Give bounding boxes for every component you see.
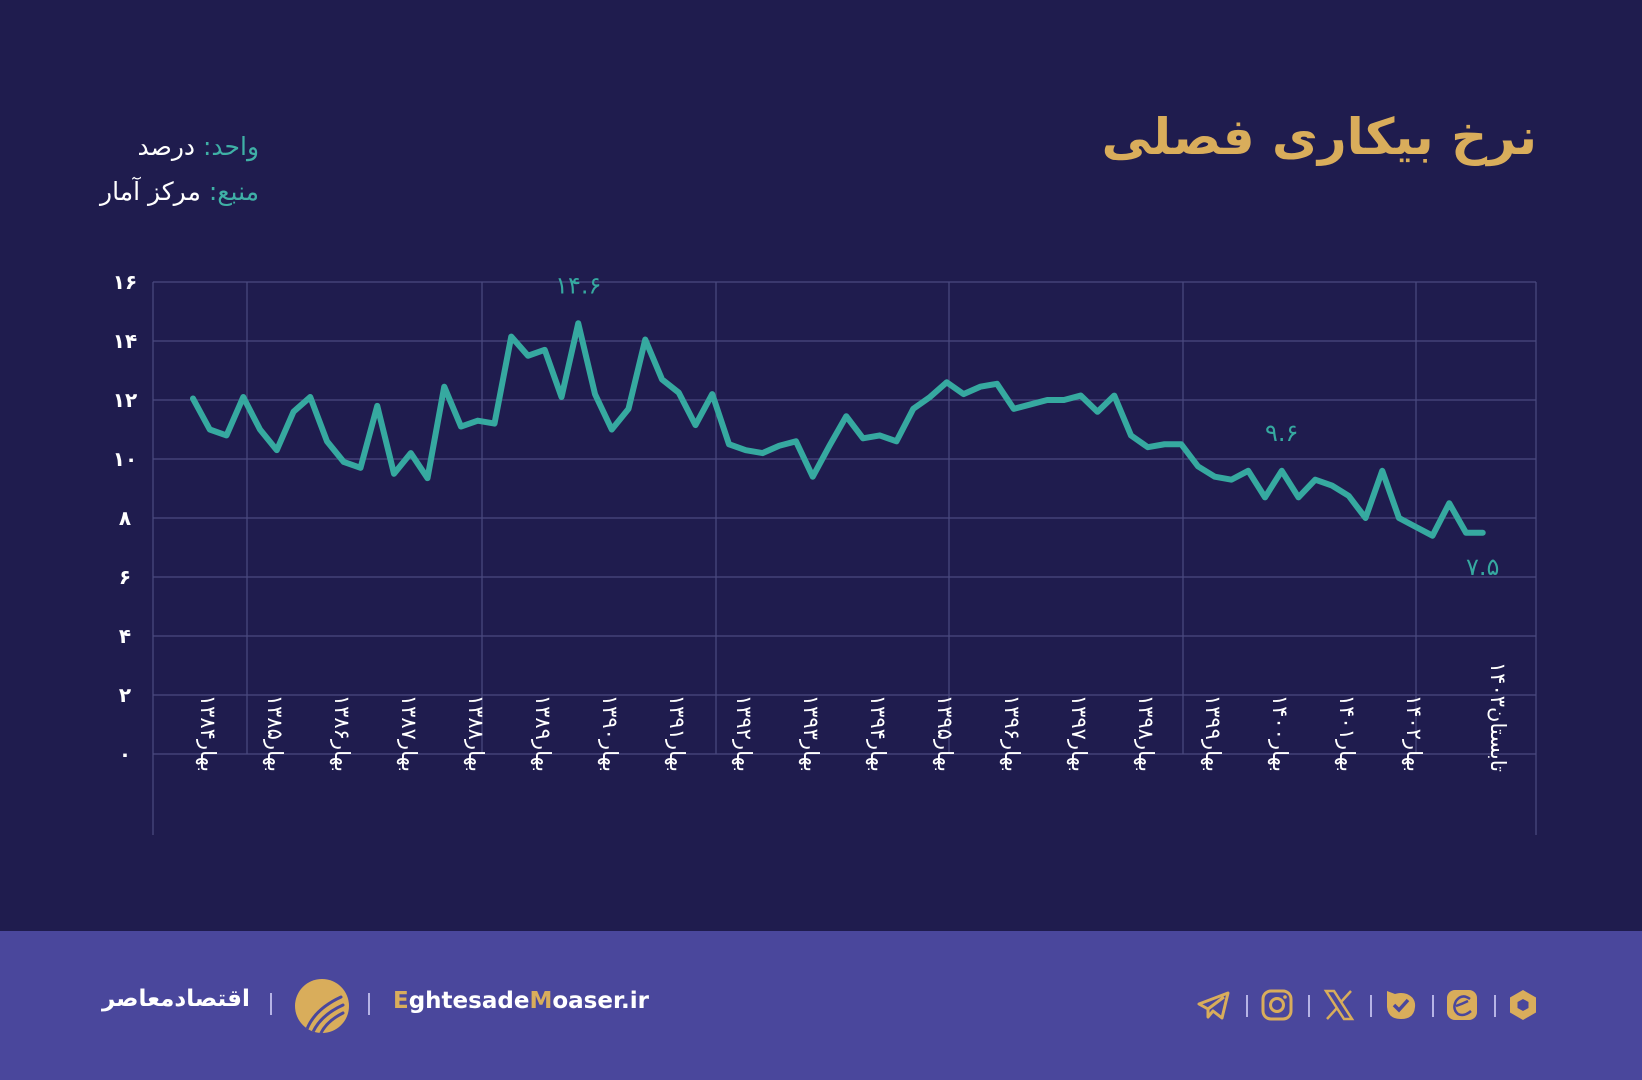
- x-tick-label: بهار۱۳۹۲: [732, 695, 756, 772]
- x-tick-label: بهار۱۳۸۵: [263, 695, 287, 772]
- x-tick-label: بهار۱۳۸۶: [330, 695, 354, 772]
- site-part: oaser.ir: [552, 988, 649, 1014]
- brand-logo-icon: [295, 979, 349, 1033]
- source-value: مرکز آمار: [100, 177, 201, 206]
- y-tick-label: ۱۰: [113, 447, 137, 471]
- divider: [1494, 995, 1496, 1017]
- site-part: ghtesade: [408, 988, 530, 1014]
- site-letter-m: M: [529, 988, 553, 1014]
- source-key: منبع:: [208, 177, 260, 206]
- x-tick-label: بهار۱۳۹۹: [1201, 695, 1225, 772]
- x-tick-label: تابستان۱۴۰۳: [1486, 662, 1510, 772]
- brand-name: اقتصادمعاصر: [102, 986, 250, 1012]
- data-label: ۱۴.۶: [555, 271, 601, 299]
- x-tick-label: بهار۱۳۹۰: [598, 695, 622, 772]
- source-line: منبع: مرکز آمار: [100, 169, 259, 214]
- bale-icon[interactable]: [1383, 987, 1419, 1023]
- line-chart: ۰ ۲ ۴ ۶ ۸ ۱۰ ۱۲ ۱۴ ۱۶ ۱۴.۶ ۹.۶ ۷.۵ بهار۱۳۸۴ بهار۱۳۸۵ ب…: [113, 270, 1537, 835]
- data-label: ۹.۶: [1265, 419, 1298, 447]
- divider: [270, 993, 272, 1015]
- y-tick-label: ۱۴: [113, 329, 137, 353]
- chart-meta: واحد: درصد منبع: مرکز آمار: [100, 124, 259, 214]
- footer: اقتصادمعاصر EghtesadeMoaser.ir: [0, 931, 1642, 1080]
- x-tick-label: بهار۱۴۰۲: [1402, 695, 1426, 772]
- divider: [1432, 995, 1434, 1017]
- x-tick-label: بهار۱۳۹۵: [933, 695, 957, 772]
- x-tick-label: بهار۱۳۹۴: [866, 695, 890, 772]
- data-label: ۷.۵: [1466, 553, 1499, 581]
- telegram-icon[interactable]: [1196, 987, 1232, 1023]
- x-tick-label: بهار۱۳۸۹: [531, 695, 555, 772]
- x-tick-label: بهار۱۳۹۶: [1000, 695, 1024, 772]
- y-tick-label: ۲: [119, 683, 131, 707]
- x-tick-label: بهار۱۳۹۳: [799, 695, 823, 772]
- unit-line: واحد: درصد: [100, 124, 259, 169]
- x-tick-label: بهار۱۳۹۱: [665, 695, 689, 772]
- series-line: [190, 320, 1486, 539]
- x-icon[interactable]: [1321, 987, 1357, 1023]
- y-tick-label: ۶: [119, 565, 131, 589]
- divider: [1308, 995, 1310, 1017]
- rubika-icon[interactable]: [1505, 987, 1541, 1023]
- unit-key: واحد:: [203, 132, 260, 161]
- instagram-icon[interactable]: [1259, 987, 1295, 1023]
- x-tick-label: بهار۱۳۸۷: [397, 695, 421, 772]
- y-tick-label: ۱۶: [113, 270, 137, 294]
- divider: [1370, 995, 1372, 1017]
- x-tick-label: بهار۱۴۰۰: [1268, 695, 1292, 772]
- x-tick-label: بهار۱۳۸۸: [464, 695, 488, 772]
- site-letter-e: E: [393, 988, 409, 1014]
- y-tick-label: ۴: [119, 624, 131, 648]
- y-tick-label: ۰: [119, 742, 131, 766]
- divider: [1246, 995, 1248, 1017]
- unit-value: درصد: [137, 132, 196, 161]
- x-tick-label: بهار۱۴۰۱: [1335, 695, 1359, 772]
- y-tick-label: ۱۲: [113, 388, 137, 412]
- x-tick-label: بهار۱۳۸۴: [196, 695, 220, 772]
- y-tick-label: ۸: [119, 506, 131, 530]
- divider: [368, 993, 370, 1015]
- eitaa-icon[interactable]: [1444, 987, 1480, 1023]
- x-tick-label: بهار۱۳۹۸: [1134, 695, 1158, 772]
- website-link[interactable]: EghtesadeMoaser.ir: [393, 988, 649, 1014]
- x-tick-label: بهار۱۳۹۷: [1067, 695, 1091, 772]
- chart-title: نرخ بیکاری فصلی: [1101, 108, 1537, 166]
